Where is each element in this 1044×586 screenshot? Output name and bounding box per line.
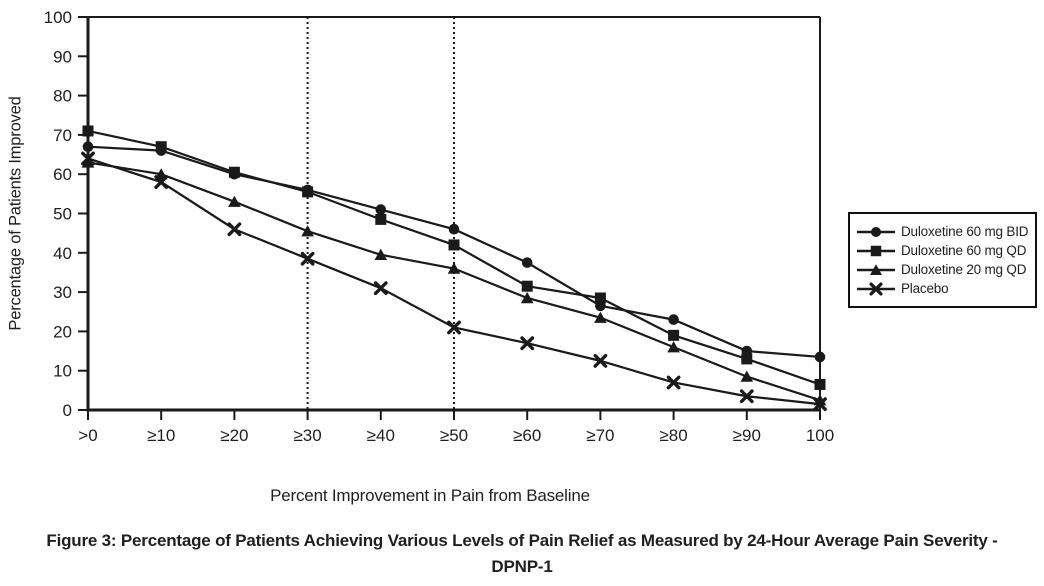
legend-label: Placebo [901,281,949,296]
data-point-duloxetine-60-mg-qd [448,239,460,251]
legend-item-duloxetine-20-mg-qd: Duloxetine 20 mg QD [856,260,1031,279]
legend-square-marker-icon [857,245,895,256]
data-point-duloxetine-20-mg-qd [447,262,461,274]
data-point-duloxetine-60-mg-bid [741,345,753,357]
x-tick-label: ≥30 [293,426,321,445]
y-tick-label: 40 [53,244,72,263]
triangle-marker-icon [870,263,882,275]
data-point-placebo [739,389,754,404]
legend-label: Duloxetine 60 mg BID [901,224,1029,239]
data-point-duloxetine-60-mg-bid [229,168,240,180]
y-tick-label: 100 [44,8,72,27]
y-tick-label: 60 [53,165,72,184]
data-point-placebo [520,336,535,351]
data-point-duloxetine-20-mg-qd [228,195,241,207]
data-point-duloxetine-60-mg-qd [668,329,680,341]
data-point-duloxetine-60-mg-bid [668,314,679,325]
figure-caption: Figure 3: Percentage of Patients Achievi… [0,528,1044,579]
data-point-placebo [593,353,608,368]
x-tick-label: ≥50 [440,426,468,445]
data-point-duloxetine-20-mg-qd [301,225,314,237]
data-point-duloxetine-20-mg-qd [374,248,388,260]
y-tick-label: 50 [53,204,72,223]
x-tick-label: ≥90 [733,426,761,445]
data-point-duloxetine-60-mg-qd [82,125,94,137]
y-tick-label: 10 [53,362,72,381]
circle-marker-icon [870,226,882,237]
data-point-duloxetine-60-mg-qd [594,292,606,304]
x-tick-label: ≥40 [367,426,395,445]
square-marker-icon [870,245,882,256]
data-point-duloxetine-60-mg-qd [814,378,826,390]
x-tick-label: ≥80 [659,426,687,445]
x-tick-label: 100 [806,426,834,445]
y-tick-label: 90 [53,47,72,66]
data-point-duloxetine-20-mg-qd [740,370,754,382]
y-tick-label: 80 [53,87,72,106]
x-tick-label: ≥60 [513,426,541,445]
legend-x-marker-icon [857,281,895,296]
x-tick-label: ≥70 [586,426,614,445]
y-tick-label: 70 [53,126,72,145]
data-point-duloxetine-20-mg-qd [813,394,827,406]
x-axis-title: Percent Improvement in Pain from Baselin… [270,486,590,505]
data-point-placebo [447,320,461,335]
data-point-duloxetine-60-mg-qd [521,280,533,292]
y-tick-label: 0 [63,401,72,420]
x-tick-label: ≥10 [147,426,175,445]
legend-item-placebo: Placebo [856,279,1031,298]
data-point-duloxetine-60-mg-bid [82,141,94,152]
data-point-duloxetine-60-mg-bid [375,204,387,215]
legend-label: Duloxetine 20 mg QD [901,262,1027,277]
data-point-duloxetine-20-mg-qd [520,291,534,304]
data-point-duloxetine-20-mg-qd [81,156,95,168]
x-tick-label: ≥20 [220,426,248,445]
legend: Duloxetine 60 mg BID Duloxetine 60 mg QD D… [848,212,1037,308]
data-point-placebo [373,281,388,296]
legend-circle-marker-icon [857,226,895,237]
data-point-placebo [666,375,681,390]
data-point-duloxetine-60-mg-qd [741,353,753,365]
data-point-placebo [300,251,315,266]
data-point-duloxetine-60-mg-bid [521,257,533,268]
data-point-duloxetine-20-mg-qd [594,311,607,323]
legend-item-duloxetine-60-mg-bid: Duloxetine 60 mg BID [856,222,1031,241]
legend-item-duloxetine-60-mg-qd: Duloxetine 60 mg QD [856,241,1031,260]
data-point-duloxetine-60-mg-bid [155,145,167,156]
data-point-placebo [227,222,242,237]
figure-caption-text: Figure 3: Percentage of Patients Achievi… [46,531,998,576]
y-tick-label: 20 [53,322,72,341]
data-point-duloxetine-60-mg-bid [448,223,460,235]
data-point-duloxetine-60-mg-qd [375,213,387,225]
data-point-duloxetine-60-mg-bid [302,184,313,196]
data-point-duloxetine-20-mg-qd [154,168,168,180]
legend-triangle-marker-icon [857,263,895,275]
x-tick-label: >0 [78,426,97,445]
x-marker-icon [869,281,883,296]
data-point-duloxetine-20-mg-qd [667,341,680,353]
legend-label: Duloxetine 60 mg QD [901,243,1027,258]
data-point-duloxetine-60-mg-bid [595,300,606,312]
y-tick-label: 30 [53,283,72,302]
data-point-duloxetine-60-mg-bid [814,351,826,363]
